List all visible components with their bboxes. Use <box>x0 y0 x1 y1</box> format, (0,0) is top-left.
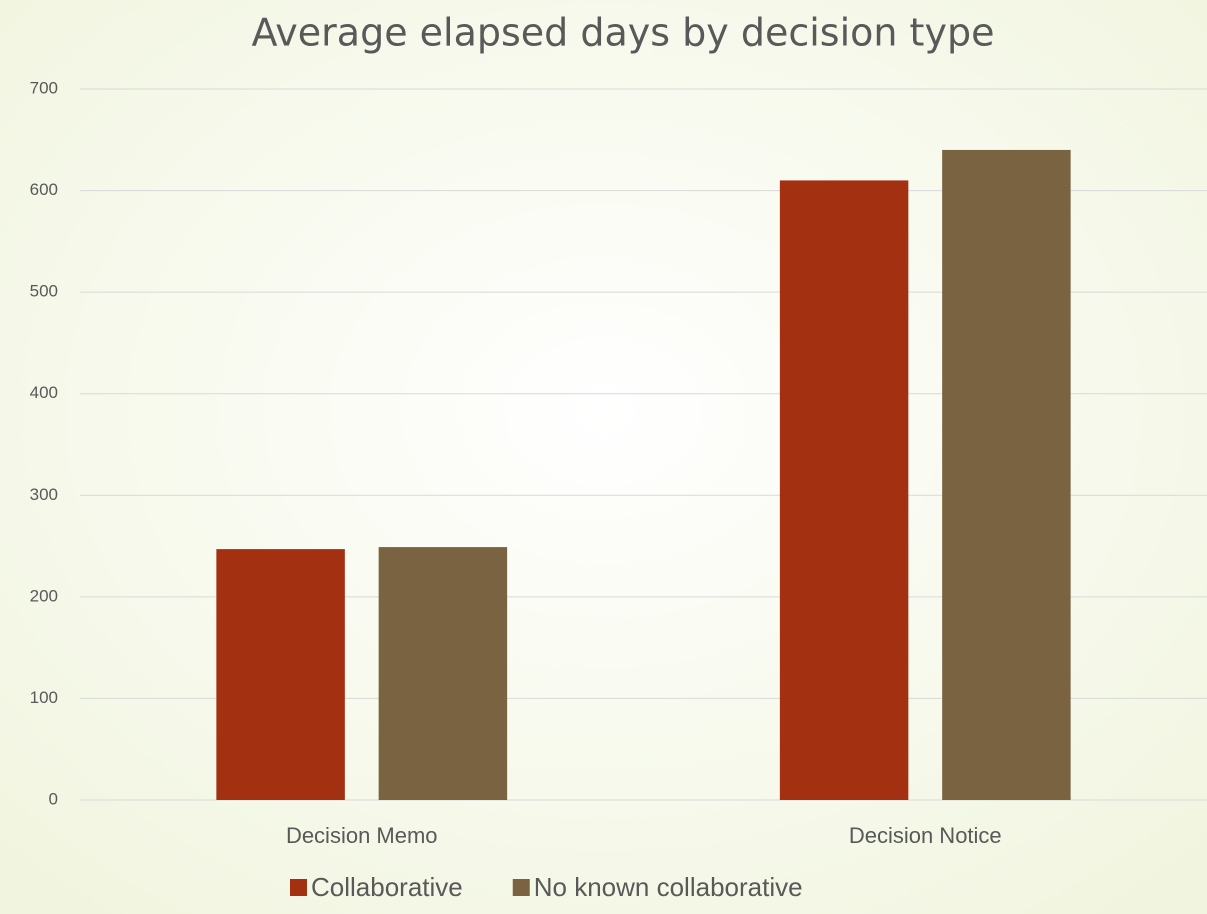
bar <box>216 549 345 800</box>
legend-swatch <box>290 879 307 896</box>
y-tick-label: 400 <box>30 383 58 402</box>
bar <box>779 180 909 800</box>
chart-title: Average elapsed days by decision type <box>252 11 995 55</box>
y-tick-label: 0 <box>49 789 58 808</box>
legend-label: No known collaborative <box>534 872 803 902</box>
x-tick-label: Decision Memo <box>286 823 438 848</box>
bar <box>942 149 1071 800</box>
y-tick-label: 200 <box>30 586 58 605</box>
bar <box>378 547 508 800</box>
legend-swatch <box>512 879 530 896</box>
y-tick-label: 600 <box>30 180 58 199</box>
y-tick-label: 100 <box>30 688 58 707</box>
y-tick-label: 300 <box>30 485 58 504</box>
y-tick-label: 700 <box>30 78 58 97</box>
x-tick-label: Decision Notice <box>849 823 1002 848</box>
legend-label: Collaborative <box>311 872 463 902</box>
y-tick-label: 500 <box>30 282 58 301</box>
